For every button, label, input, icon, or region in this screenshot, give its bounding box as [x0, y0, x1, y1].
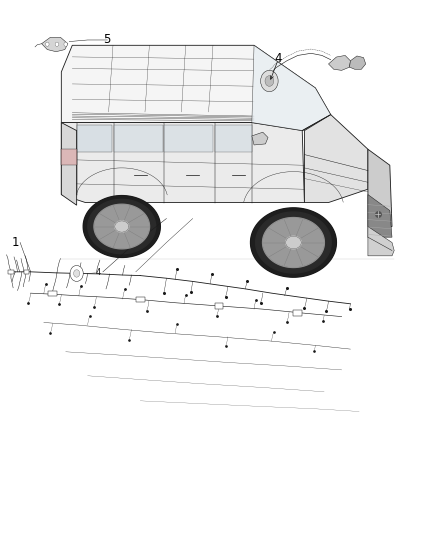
Polygon shape: [252, 132, 268, 145]
Circle shape: [46, 42, 49, 46]
Text: 5: 5: [104, 34, 111, 46]
Polygon shape: [88, 199, 155, 254]
Polygon shape: [77, 125, 112, 152]
Polygon shape: [61, 45, 331, 131]
Polygon shape: [94, 204, 149, 249]
Bar: [136, 297, 145, 302]
Circle shape: [55, 42, 59, 46]
Text: 1: 1: [11, 236, 19, 249]
Bar: [8, 270, 14, 274]
Circle shape: [261, 70, 278, 92]
Polygon shape: [368, 195, 392, 237]
Polygon shape: [368, 149, 392, 227]
Circle shape: [265, 76, 274, 86]
Polygon shape: [256, 212, 331, 273]
Circle shape: [74, 270, 80, 277]
Polygon shape: [215, 125, 252, 152]
Bar: [48, 291, 57, 296]
Polygon shape: [251, 208, 336, 277]
Polygon shape: [115, 221, 129, 232]
Polygon shape: [252, 45, 331, 131]
Bar: [293, 310, 302, 316]
Bar: [215, 303, 223, 309]
Polygon shape: [368, 227, 394, 256]
Polygon shape: [61, 123, 77, 205]
Polygon shape: [42, 37, 68, 52]
Circle shape: [64, 42, 67, 46]
Polygon shape: [286, 236, 301, 249]
Polygon shape: [61, 149, 77, 165]
Text: 4: 4: [274, 52, 282, 65]
Polygon shape: [262, 217, 325, 268]
Circle shape: [70, 265, 83, 281]
Bar: [24, 270, 29, 274]
Polygon shape: [114, 125, 163, 152]
Polygon shape: [164, 125, 213, 152]
Polygon shape: [328, 55, 350, 70]
Polygon shape: [61, 123, 304, 203]
Polygon shape: [83, 196, 160, 257]
Polygon shape: [304, 115, 368, 203]
Text: 4: 4: [96, 269, 101, 277]
Polygon shape: [350, 56, 366, 69]
